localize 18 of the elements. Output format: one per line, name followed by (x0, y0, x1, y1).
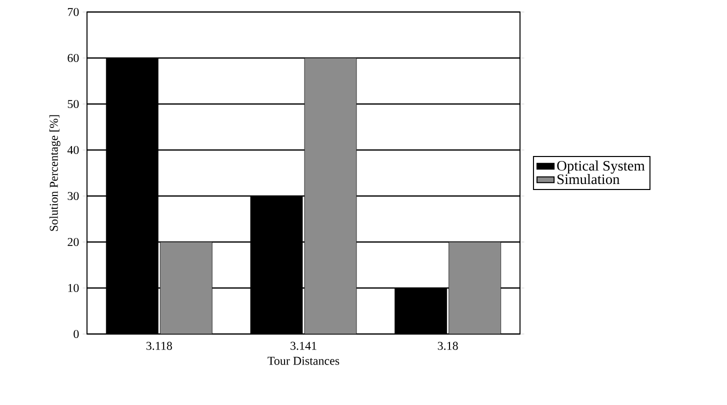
y-axis-title: Solution Percentage [%] (49, 115, 60, 231)
y-tick-label: 10 (68, 284, 79, 292)
y-tick-label: 50 (68, 100, 79, 108)
x-axis-title: Tour Distances (268, 356, 340, 365)
y-tick-label: 60 (68, 54, 79, 62)
x-tick-label: 3.141 (290, 342, 316, 350)
y-tick-label: 70 (68, 8, 79, 16)
bar (160, 242, 212, 334)
y-tick-label: 30 (68, 192, 79, 200)
y-tick-label: 20 (68, 238, 79, 246)
legend-label: Simulation (558, 174, 620, 184)
bar (448, 242, 502, 334)
y-tick-label: 40 (67, 146, 79, 154)
x-tick-label: 3.18 (438, 342, 458, 350)
legend-label: Optical System (557, 160, 645, 174)
x-tick-label: 3.118 (146, 342, 172, 350)
y-tick-label: 0 (74, 330, 79, 338)
bar (304, 58, 357, 334)
